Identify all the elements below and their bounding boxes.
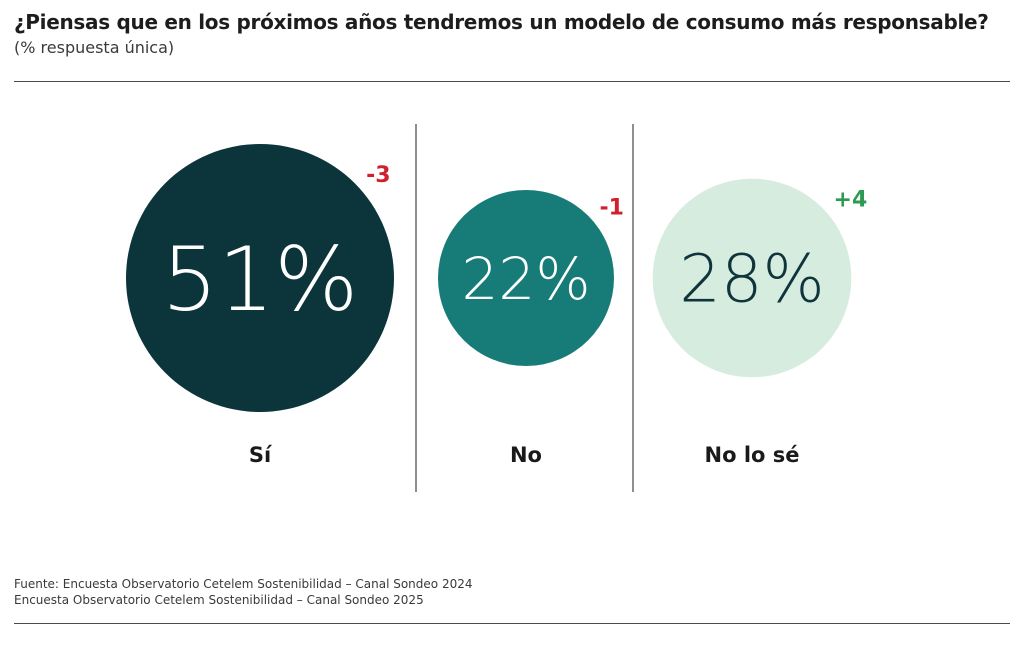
- bubble-3: [652, 178, 852, 378]
- bubble-value-label-2: 22%: [461, 245, 590, 313]
- source-note: Fuente: Encuesta Observatorio Cetelem So…: [14, 576, 472, 608]
- source-line-1: Fuente: Encuesta Observatorio Cetelem So…: [14, 577, 473, 591]
- source-line-2: Encuesta Observatorio Cetelem Sostenibil…: [14, 593, 424, 607]
- bubble-chart: 51% -3 Sí 22% -1 No 28% +4 No lo sé: [126, 124, 868, 492]
- chart-title: ¿Piensas que en los próximos años tendre…: [14, 10, 989, 34]
- bubble-value-label-3: 28%: [679, 242, 825, 318]
- change-label-2: -1: [600, 195, 624, 220]
- bubble-1: [126, 144, 394, 412]
- category-label-3: No lo sé: [705, 443, 800, 467]
- category-label-1: Sí: [249, 443, 273, 467]
- chart-subtitle: (% respuesta única): [14, 38, 175, 57]
- change-label-1: -3: [366, 163, 390, 188]
- bubble-value-label-1: 51%: [162, 228, 358, 331]
- top-divider: [14, 81, 1010, 82]
- bubble-2: [437, 189, 615, 367]
- change-label-3: +4: [834, 187, 868, 212]
- bottom-divider: [14, 623, 1010, 624]
- category-label-2: No: [510, 443, 542, 467]
